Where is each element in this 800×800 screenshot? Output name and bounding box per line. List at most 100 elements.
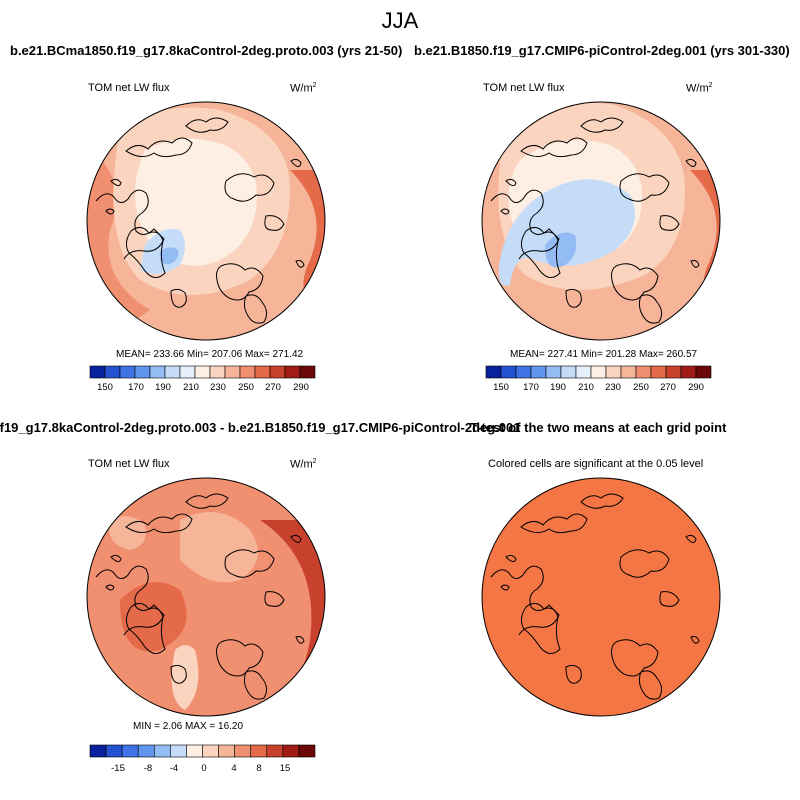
- colorbar-tick-label: 150: [493, 382, 509, 393]
- map-field: [159, 247, 179, 265]
- colorbar-cell: [665, 365, 682, 379]
- colorbar-cell: [635, 365, 652, 379]
- colorbar-cell: [620, 365, 637, 379]
- colorbar-cell: [266, 744, 284, 758]
- colorbar-tick-label: 250: [238, 382, 254, 393]
- colorbar-tick-label: -15: [111, 763, 125, 774]
- colorbar-cell: [170, 744, 187, 758]
- colorbar-cell: [515, 365, 532, 379]
- colorbar-cell: [179, 365, 196, 379]
- colorbar-cell: [298, 744, 316, 758]
- colorbar-tick-label: 270: [265, 382, 281, 393]
- colorbar-cell: [500, 365, 517, 379]
- colorbar-cell: [137, 744, 155, 758]
- map-border: [481, 101, 721, 341]
- panel-2-map: [481, 101, 721, 341]
- colorbar-tick-label: 15: [279, 763, 291, 774]
- colorbar-tick-label: -4: [169, 763, 179, 774]
- panel-1-colorbar: [89, 365, 316, 379]
- colorbar-cell: [605, 365, 622, 379]
- colorbar-tick-label: 4: [231, 763, 237, 774]
- colorbar-cell: [545, 365, 562, 379]
- colorbar-cell: [209, 365, 226, 379]
- panel-1-stats: MEAN= 233.66 Min= 207.06 Max= 271.42: [116, 349, 304, 360]
- colorbar-cell: [250, 744, 268, 758]
- panel-1-map: [86, 101, 326, 341]
- colorbar-tick-label: 210: [578, 382, 594, 393]
- panel-3-units: W/m2: [290, 458, 317, 471]
- colorbar-cell: [284, 365, 301, 379]
- panel-3-stats: MIN = 2.06 MAX = 16.20: [133, 721, 244, 732]
- colorbar-cell: [485, 365, 502, 379]
- panel-3-variable-label: TOM net LW flux: [88, 458, 170, 470]
- panel-1-variable-label: TOM net LW flux: [88, 82, 170, 94]
- figure-title: JJA: [381, 8, 419, 33]
- colorbar-cell: [194, 365, 211, 379]
- colorbar-cell: [282, 744, 300, 758]
- colorbar-cell: [299, 365, 316, 379]
- colorbar-cell: [119, 365, 136, 379]
- panel-1-units: W/m2: [290, 82, 317, 95]
- colorbar-cell: [149, 365, 166, 379]
- map-field: [87, 478, 325, 716]
- map-field: [498, 179, 635, 286]
- colorbar-cell: [202, 744, 219, 758]
- colorbar-cell: [134, 365, 151, 379]
- panel-4-map: [481, 477, 721, 717]
- colorbar-cell: [104, 365, 121, 379]
- map-field: [290, 170, 325, 320]
- colorbar-cell: [164, 365, 181, 379]
- colorbar-tick-label: 290: [293, 382, 309, 393]
- colorbar-cell: [560, 365, 577, 379]
- colorbar-tick-label: 210: [183, 382, 199, 393]
- colorbar-tick-label: 170: [523, 382, 539, 393]
- colorbar-cell: [89, 744, 107, 758]
- colorbar-tick-label: 230: [605, 382, 621, 393]
- colorbar-tick-label: 150: [97, 382, 113, 393]
- panel-2-variable-label: TOM net LW flux: [483, 82, 565, 94]
- colorbar-cell: [234, 744, 252, 758]
- map-field: [180, 512, 258, 583]
- colorbar-tick-label: 230: [210, 382, 226, 393]
- colorbar-cell: [89, 365, 106, 379]
- colorbar-cell: [590, 365, 607, 379]
- colorbar-cell: [105, 744, 123, 758]
- map-border: [481, 477, 721, 717]
- panel-4-subtitle: Colored cells are significant at the 0.0…: [488, 458, 704, 470]
- map-field: [109, 516, 146, 550]
- colorbar-tick-label: 170: [128, 382, 144, 393]
- significance-field: [482, 478, 720, 716]
- colorbar-cell: [239, 365, 256, 379]
- panel-2-units: W/m2: [686, 82, 713, 95]
- colorbar-tick-label: -8: [143, 763, 153, 774]
- colorbar-tick-label: 8: [256, 763, 262, 774]
- map-field: [171, 645, 199, 710]
- colorbar-cell: [218, 744, 235, 758]
- colorbar-tick-label: 250: [633, 382, 649, 393]
- colorbar-cell: [695, 365, 712, 379]
- panel-3-title: .f19_g17.8kaControl-2deg.proto.003 - b.e…: [0, 420, 521, 435]
- colorbar-tick-label: 270: [660, 382, 676, 393]
- colorbar-cell: [575, 365, 592, 379]
- map-border: [86, 101, 326, 341]
- colorbar-cell: [186, 744, 203, 758]
- colorbar-cell: [269, 365, 286, 379]
- colorbar-cell: [121, 744, 139, 758]
- panel-3-colorbar: [89, 744, 316, 758]
- colorbar-tick-label: 0: [201, 763, 207, 774]
- panel-2-title: b.e21.B1850.f19_g17.CMIP6-piControl-2deg…: [414, 43, 790, 58]
- colorbar-cell: [650, 365, 667, 379]
- colorbar-tick-label: 290: [688, 382, 704, 393]
- panel-3-map: [86, 477, 326, 717]
- panel-1-title: b.e21.BCma1850.f19_g17.8kaControl-2deg.p…: [10, 43, 403, 58]
- map-border: [86, 477, 326, 717]
- map-field: [545, 232, 577, 268]
- colorbar-cell: [254, 365, 271, 379]
- colorbar-cell: [224, 365, 241, 379]
- colorbar-tick-label: 190: [550, 382, 566, 393]
- colorbar-cell: [153, 744, 171, 758]
- panel-4-title: T-test of the two means at each grid poi…: [470, 420, 727, 435]
- colorbar-cell: [530, 365, 547, 379]
- panel-2-stats: MEAN= 227.41 Min= 201.28 Max= 260.57: [510, 349, 698, 360]
